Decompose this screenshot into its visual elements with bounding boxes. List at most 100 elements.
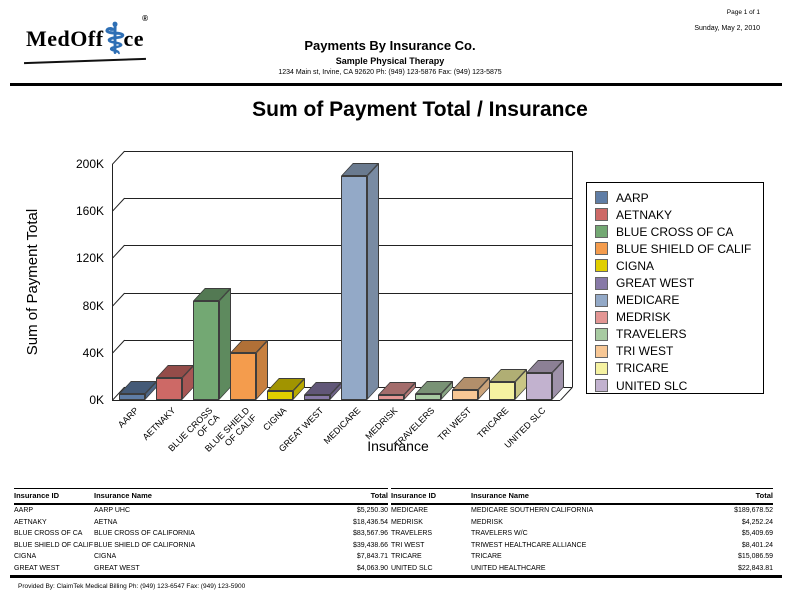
- insurance-table-right: Insurance ID Insurance Name Total MEDICARE M…: [391, 488, 773, 574]
- legend-item-cigna: CIGNA: [595, 257, 763, 274]
- table-row: AETNAKY AETNA $18,436.54: [14, 517, 388, 529]
- bar-united-slc: [526, 373, 552, 400]
- x-axis-line: [112, 400, 560, 401]
- logo-text-left: MedOff: [26, 26, 104, 51]
- legend-swatch-aetnaky: [595, 208, 608, 222]
- legend-item-medrisk: MEDRISK: [595, 309, 763, 326]
- y-tick-label: 160K: [75, 204, 104, 219]
- legend-label: TRICARE: [616, 361, 669, 376]
- report-title: Payments By Insurance Co.: [304, 38, 476, 53]
- header-right: Page 1 of 1 Sunday, May 2, 2010: [600, 9, 760, 32]
- table-cell: TRIWEST HEALTHCARE ALLIANCE: [471, 541, 587, 549]
- table-cell: BLUE CROSS OF CALIFORNIA: [94, 530, 195, 538]
- legend-swatch-travelers: [595, 327, 608, 341]
- table-header-cell: Insurance ID: [391, 491, 437, 500]
- table-cell: GREAT WEST: [94, 564, 140, 572]
- table-cell: BLUE SHIELD OF CALIF: [14, 541, 93, 549]
- legend-label: GREAT WEST: [616, 276, 695, 291]
- table-row: CIGNA CIGNA $7,843.71: [14, 551, 388, 563]
- chart-legend: AARP AETNAKY BLUE CROSS OF CA BLUE SHIELD O…: [586, 182, 764, 394]
- table-header-cell: Total: [370, 491, 388, 500]
- legend-label: CIGNA: [616, 258, 655, 273]
- table-cell: TRAVELERS W/C: [471, 530, 528, 538]
- legend-item-tricare: TRICARE: [595, 360, 763, 377]
- bar-aarp: [119, 393, 145, 400]
- table-cell: MEDRISK: [391, 518, 423, 526]
- table-row: TRI WEST TRIWEST HEALTHCARE ALLIANCE $8,40…: [391, 540, 773, 552]
- table-row: GREAT WEST GREAT WEST $4,063.90: [14, 563, 388, 575]
- table-cell: $39,438.66: [352, 541, 388, 549]
- table-cell: TRI WEST: [391, 541, 425, 549]
- table-cell: TRICARE: [471, 553, 502, 561]
- legend-swatch-blue-cross-of-ca: [595, 225, 608, 239]
- x-tick-label-great-west: GREAT WEST: [276, 405, 326, 454]
- bar-great-west: [304, 395, 330, 400]
- table-cell: TRAVELERS: [391, 530, 433, 538]
- registered-mark: ®: [142, 14, 148, 23]
- insurance-table-left: Insurance ID Insurance Name Total AARP AARP …: [14, 488, 388, 574]
- legend-item-tri-west: TRI WEST: [595, 343, 763, 360]
- legend-item-blue-shield-of-calif: BLUE SHIELD OF CALIF: [595, 240, 763, 257]
- chart-title: Sum of Payment Total / Insurance: [252, 98, 588, 121]
- y-tick-label: 0K: [89, 393, 104, 407]
- table-cell: MEDICARE: [391, 507, 428, 515]
- bar-blue-shield-of-calif: [230, 353, 256, 400]
- legend-label: BLUE CROSS OF CA: [616, 224, 734, 239]
- bar-blue-cross-of-ca: [193, 301, 219, 400]
- footer-divider: [10, 575, 782, 578]
- legend-label: UNITED SLC: [616, 378, 688, 393]
- header-divider: [10, 83, 782, 86]
- legend-item-medicare: MEDICARE: [595, 292, 763, 309]
- logo-text-right: ce: [123, 26, 145, 51]
- logo-underline: [24, 57, 146, 65]
- bar-medrisk: [378, 394, 404, 400]
- bar-tricare: [489, 382, 515, 400]
- table-cell: GREAT WEST: [14, 564, 60, 572]
- table-cell: $7,843.71: [356, 553, 388, 561]
- legend-item-travelers: TRAVELERS: [595, 326, 763, 343]
- legend-swatch-blue-shield-of-calif: [595, 242, 608, 256]
- table-cell: $18,436.54: [352, 518, 388, 526]
- table-header-row: Insurance ID Insurance Name Total: [14, 488, 388, 505]
- back-wall-right-line: [572, 151, 573, 387]
- grid-depth-line: [112, 245, 125, 260]
- legend-item-aarp: AARP: [595, 189, 763, 206]
- table-row: BLUE CROSS OF CA BLUE CROSS OF CALIFORNIA…: [14, 528, 388, 540]
- table-row: MEDRISK MEDRISK $4,252.24: [391, 517, 773, 529]
- legend-label: AARP: [616, 190, 649, 205]
- page-number: Page 1 of 1: [726, 9, 760, 16]
- bar-cigna: [267, 390, 293, 400]
- table-cell: BLUE SHIELD OF CALIFORNIA: [94, 541, 196, 549]
- table-header-cell: Insurance Name: [471, 491, 529, 500]
- y-axis-title: Sum of Payment Total: [24, 208, 41, 356]
- table-cell: $4,063.90: [356, 564, 388, 572]
- practice-name: Sample Physical Therapy: [335, 56, 445, 66]
- table-cell: BLUE CROSS OF CA: [14, 530, 83, 538]
- legend-label: TRI WEST: [616, 344, 674, 359]
- table-header-cell: Total: [755, 491, 773, 500]
- table-row: TRICARE TRICARE $15,086.59: [391, 551, 773, 563]
- table-cell: UNITED HEALTHCARE: [471, 564, 546, 572]
- legend-item-united-slc: UNITED SLC: [595, 377, 763, 394]
- table-row: MEDICARE MEDICARE SOUTHERN CALIFORNIA $189…: [391, 505, 773, 517]
- footer-text: Provided By: ClaimTek Medical Billing Ph…: [18, 583, 246, 590]
- y-tick-label: 80K: [82, 298, 104, 313]
- table-cell: $189,678.52: [734, 507, 773, 515]
- table-cell: UNITED SLC: [391, 564, 433, 572]
- payments-bar-chart: Sum of Payment Total Insurance 0K 40K 80K 1…: [0, 130, 792, 490]
- table-cell: $5,250.30: [356, 507, 388, 515]
- bar-aetnaky: [156, 378, 182, 400]
- grid-depth-line: [112, 197, 125, 212]
- table-cell: $5,409.69: [741, 530, 773, 538]
- logo-text: MedOff⚕ce: [26, 17, 145, 63]
- grid-depth-line: [112, 339, 125, 354]
- table-row: AARP AARP UHC $5,250.30: [14, 505, 388, 517]
- table-cell: CIGNA: [94, 553, 117, 561]
- y-tick-label: 200K: [75, 157, 104, 171]
- report-date: Sunday, May 2, 2010: [694, 25, 760, 32]
- legend-item-blue-cross-of-ca: BLUE CROSS OF CA: [595, 223, 763, 240]
- table-cell: $83,567.96: [352, 530, 388, 538]
- legend-label: TRAVELERS: [616, 327, 687, 342]
- grid-depth-line: [112, 292, 125, 307]
